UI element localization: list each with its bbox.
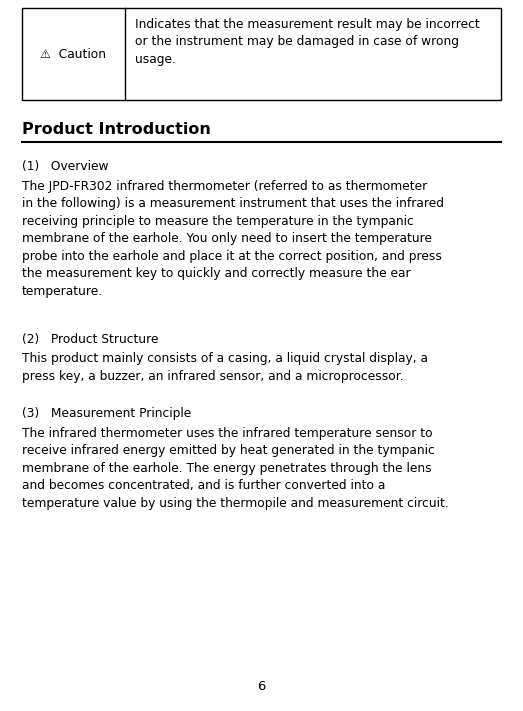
- Text: Indicates that the measurement result may be incorrect
or the instrument may be : Indicates that the measurement result ma…: [135, 18, 480, 66]
- Text: (2)   Product Structure: (2) Product Structure: [22, 333, 158, 346]
- Text: ⚠  Caution: ⚠ Caution: [40, 48, 107, 60]
- Text: Product Introduction: Product Introduction: [22, 122, 211, 137]
- Bar: [22, 8, 501, 100]
- Text: The JPD-FR302 infrared thermometer (referred to as thermometer
in the following): The JPD-FR302 infrared thermometer (refe…: [22, 180, 444, 298]
- Text: This product mainly consists of a casing, a liquid crystal display, a
press key,: This product mainly consists of a casing…: [22, 352, 428, 383]
- Text: The infrared thermometer uses the infrared temperature sensor to
receive infrare: The infrared thermometer uses the infrar…: [22, 427, 449, 510]
- Text: (1)   Overview: (1) Overview: [22, 160, 108, 173]
- Text: 6: 6: [257, 680, 266, 693]
- Text: (3)   Measurement Principle: (3) Measurement Principle: [22, 407, 191, 420]
